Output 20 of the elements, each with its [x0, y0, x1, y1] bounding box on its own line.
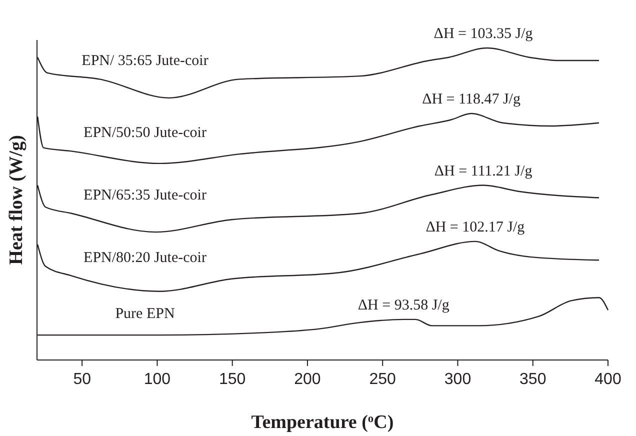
x-axis-title: Temperature ($^{o}$C) — [251, 412, 394, 433]
x-tick-label: 150 — [218, 371, 246, 388]
x-tick-label: 200 — [294, 371, 321, 388]
annotation: ΔH = 102.17 J/g — [426, 219, 526, 236]
x-tick-label: 100 — [144, 371, 171, 388]
series-label: EPN/65:35 Jute-coir — [84, 187, 206, 204]
x-tick-label: 250 — [369, 371, 396, 388]
series-label: EPN/50:50 Jute-coir — [84, 124, 206, 141]
x-tick-label: 400 — [594, 371, 622, 388]
x-tick-label: 300 — [444, 371, 472, 388]
annotation: ΔH = 93.58 J/g — [358, 297, 450, 314]
y-axis-title: Heat flow (W/g) — [6, 135, 27, 265]
series-label: Pure EPN — [115, 306, 175, 322]
x-tick-label: 350 — [520, 371, 546, 388]
series-label: EPN/80:20 Jute-coir — [84, 250, 206, 266]
x-tick-label: 50 — [73, 371, 92, 388]
series-label: EPN/ 35:65 Jute-coir — [82, 53, 208, 70]
annotation: ΔH = 111.21 J/g — [434, 163, 533, 180]
annotation: ΔH = 118.47 J/g — [422, 92, 521, 108]
annotation: ΔH = 103.35 J/g — [434, 26, 534, 42]
